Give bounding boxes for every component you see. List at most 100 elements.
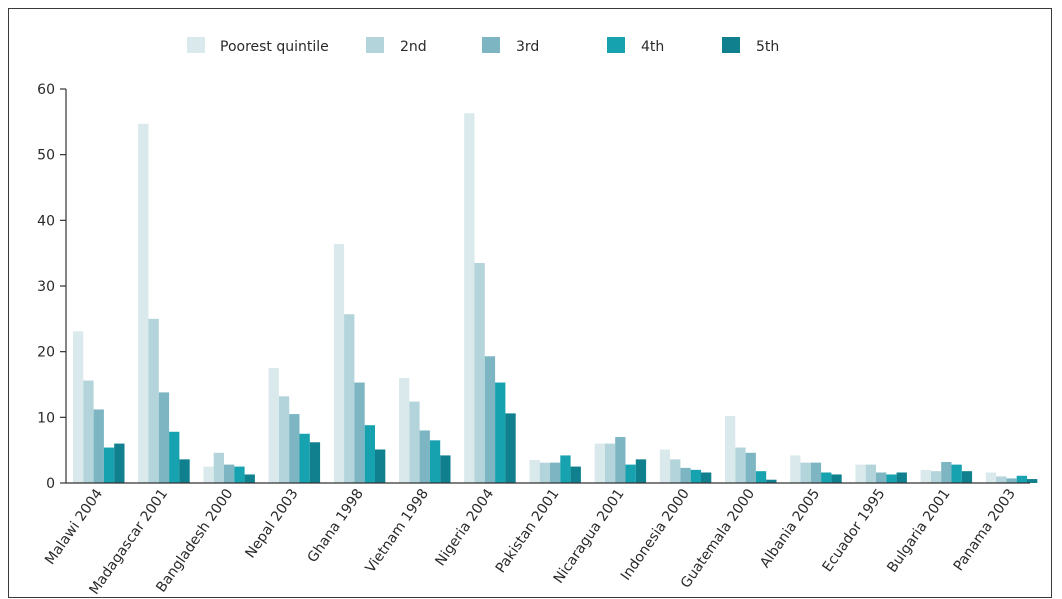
bar [375, 449, 386, 483]
legend-label: 3rd [516, 39, 539, 55]
legend-swatch [607, 37, 625, 53]
bar [429, 440, 441, 483]
bar [213, 452, 224, 483]
bar [886, 474, 897, 483]
legend-swatch [366, 37, 384, 53]
category-group [659, 449, 712, 483]
bar [278, 396, 290, 483]
bar [800, 462, 811, 483]
category-label: Bulgaria 2001 [884, 486, 953, 576]
bar [594, 443, 605, 483]
bar [659, 449, 671, 483]
legend-label: 4th [641, 39, 664, 55]
bar [951, 464, 962, 483]
category-label: Nepal 2003 [242, 486, 301, 561]
bar [474, 263, 485, 483]
bar [244, 474, 255, 483]
legend-item: 3rd [482, 37, 539, 55]
category-label: Guatemala 2000 [678, 486, 758, 591]
legend-swatch [187, 37, 205, 53]
bar [309, 442, 321, 483]
bar [505, 413, 516, 483]
category-label: Panama 2003 [951, 486, 1019, 574]
category-label: Ecuador 1995 [820, 486, 889, 575]
bar [1027, 479, 1038, 483]
category-group [855, 464, 907, 483]
bar [234, 466, 245, 483]
category-label: Albania 2005 [757, 486, 823, 571]
bar [635, 459, 647, 483]
bar [399, 377, 410, 483]
y-tick-label: 10 [37, 410, 55, 426]
bar [224, 464, 235, 483]
legend-label: 5th [756, 39, 779, 55]
bar [855, 464, 866, 483]
category-label: Nigeria 2004 [432, 486, 497, 569]
bar [941, 461, 952, 483]
bar [93, 409, 104, 483]
bar [83, 380, 94, 483]
bar [865, 464, 876, 483]
bar [409, 401, 420, 483]
y-tick-label: 20 [37, 345, 55, 361]
category-group [333, 243, 386, 483]
category-group [138, 123, 190, 484]
bar [169, 431, 180, 483]
y-axis: 0 10 20 30 40 50 60 [37, 82, 67, 492]
category-label: Nicaragua 2001 [551, 486, 628, 586]
bar [690, 469, 701, 483]
y-tick-label: 0 [46, 476, 55, 492]
bar [1016, 475, 1027, 483]
bar [725, 416, 736, 483]
bar [985, 472, 997, 483]
bar [529, 460, 540, 483]
legend-item: Poorest quintile [187, 37, 329, 55]
bar [570, 466, 581, 483]
legend-label: 2nd [400, 39, 427, 55]
bar [560, 455, 571, 483]
bar [539, 462, 550, 483]
category-group [464, 113, 516, 484]
bar [344, 314, 355, 483]
bar [354, 382, 365, 483]
bar [299, 433, 310, 483]
bar [821, 472, 832, 483]
bar [268, 368, 279, 483]
bar [996, 476, 1007, 483]
bar [701, 472, 712, 483]
y-tick-label: 30 [37, 279, 55, 295]
bar [364, 425, 375, 483]
y-tick-label: 40 [37, 213, 55, 229]
bar [148, 318, 159, 483]
bar [831, 474, 842, 483]
category-group [725, 416, 777, 483]
category-group [399, 377, 451, 483]
category-group [920, 461, 973, 483]
category-group [73, 331, 125, 483]
bar [464, 113, 475, 484]
bar [670, 459, 681, 483]
bar [103, 447, 115, 483]
y-tick-label: 60 [37, 82, 55, 98]
bar [615, 437, 626, 483]
category-group [985, 472, 1038, 483]
bar [766, 479, 777, 483]
bar [735, 447, 746, 483]
bar [755, 471, 767, 483]
bar [484, 356, 496, 483]
legend: Poorest quintile 2nd 3rd 4th 5th [187, 37, 779, 55]
bar [333, 243, 345, 483]
legend-item: 5th [722, 37, 779, 55]
bar [495, 382, 506, 483]
category-label: Vietnam 1998 [363, 486, 433, 576]
bar [896, 472, 907, 483]
category-group [268, 368, 321, 483]
legend-label: Poorest quintile [220, 39, 329, 55]
category-group [203, 452, 255, 483]
legend-swatch [722, 37, 740, 53]
chart-frame [8, 8, 1052, 598]
category-group [790, 455, 842, 483]
bar [179, 459, 190, 483]
category-label: Indonesia 2000 [618, 486, 693, 583]
